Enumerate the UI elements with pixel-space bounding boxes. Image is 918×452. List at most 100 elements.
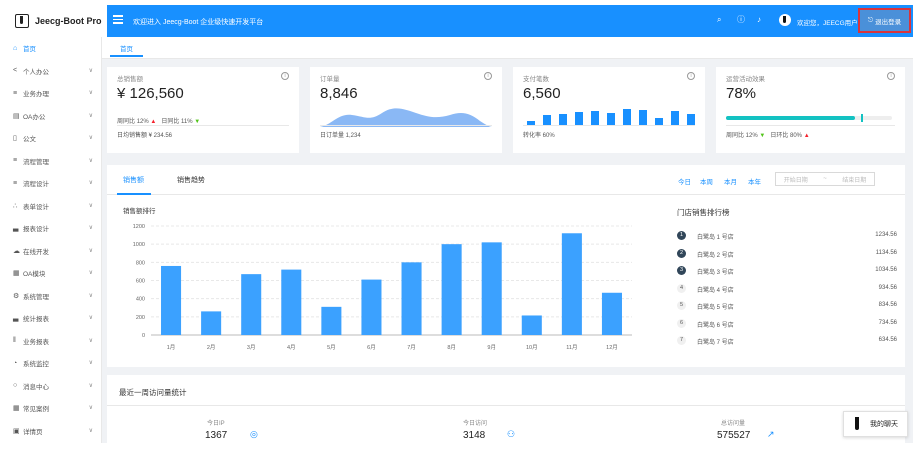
payments-value: 6,560 — [523, 85, 561, 102]
user-greeting[interactable]: 欢迎您，JEECG用户 — [797, 20, 858, 27]
sidebar-item[interactable]: ▃ 统计报表 ∨ — [5, 307, 101, 330]
sidebar-item[interactable]: ‖ 业务报表 ∨ — [5, 330, 101, 353]
orders-title: 订单量 — [320, 76, 340, 83]
range-year[interactable]: 本年 — [748, 179, 761, 186]
bar[interactable] — [361, 279, 382, 335]
info-icon[interactable]: i — [281, 72, 289, 80]
bar-chart-icon: ▃ — [13, 225, 19, 233]
logout-button[interactable]: ⎋ 退出登录 — [858, 8, 911, 33]
visit-title: 最近一周访问量统计 — [119, 388, 187, 397]
chevron-down-icon: ∨ — [88, 337, 93, 344]
visit-value-total: 575527 — [717, 430, 751, 441]
sidebar-item[interactable]: ▃ 报表设计 ∨ — [5, 217, 101, 240]
y-tick-label: 600 — [136, 279, 145, 285]
date-range-picker[interactable]: 开始日期 ~ 结束日期 — [775, 172, 875, 186]
divider — [107, 405, 905, 406]
rank-store-name: 白鹭岛 4 号店 — [697, 287, 734, 294]
sidebar-item-label: OA办公 — [23, 113, 46, 121]
bar[interactable] — [441, 244, 462, 335]
bar[interactable] — [561, 233, 582, 335]
sidebar-item[interactable]: ○ 消息中心 ∨ — [5, 375, 101, 398]
end-date-input[interactable]: 结束日期 — [842, 177, 867, 184]
sidebar-item-label: 业务报表 — [23, 338, 49, 346]
chevron-down-icon: ∨ — [88, 225, 93, 231]
welcome-text: 欢迎进入 Jeecg-Boot 企业级快速开发平台 — [133, 19, 264, 26]
chat-label: 我的聊天 — [870, 421, 898, 428]
info-icon[interactable]: i — [484, 72, 492, 80]
campaign-progress-track — [726, 114, 892, 122]
campaign-title: 运营活动效果 — [726, 76, 765, 83]
sidebar-item[interactable]: ⌂ 首页 — [5, 37, 101, 60]
rank-store-value: 834.56 — [878, 302, 897, 308]
chevron-down-icon: ∨ — [88, 247, 93, 254]
sidebar-item[interactable]: ≡ 流程管理 ∨ — [5, 150, 101, 173]
search-icon[interactable]: ⌕ — [717, 15, 722, 24]
bar[interactable] — [401, 262, 422, 335]
rank-item: 4 白鹭岛 4 号店 934.56 — [677, 283, 897, 296]
sidebar-item-label: 统计报表 — [23, 316, 49, 324]
avatar[interactable] — [779, 14, 791, 26]
sales-tabs: 销售额 销售趋势 今日 本周 本月 本年 开始日期 ~ 结束日期 — [107, 165, 905, 195]
chat-button[interactable]: 我的聊天 — [843, 411, 908, 437]
bar[interactable] — [601, 292, 622, 335]
divider — [117, 125, 289, 126]
sidebar-item[interactable]: ⚙ 系统管理 ∨ — [5, 285, 101, 308]
total-sales-card: 总销售额 i ¥ 126,560 周同比 12% ▲ 日同比 11% ▼ 日均销… — [107, 67, 299, 153]
sidebar-item[interactable]: ≡ 流程设计 ∨ — [5, 172, 101, 195]
sidebar-item[interactable]: ∴ 表单设计 ∨ — [5, 195, 101, 218]
rank-store-name: 白鹭岛 3 号店 — [697, 270, 734, 276]
rank-item: 6 白鹭岛 6 号店 734.56 — [677, 318, 897, 331]
payments-title: 支付笔数 — [523, 76, 549, 83]
rank-item: 7 白鹭岛 7 号店 634.56 — [677, 336, 897, 348]
bar[interactable] — [521, 315, 542, 335]
menu-fold-icon[interactable] — [113, 15, 123, 25]
bar[interactable] — [481, 242, 502, 335]
divider — [523, 125, 695, 126]
total-sales-footer: 日均销售额 ¥ 234.56 — [117, 133, 173, 139]
rank-number: 5 — [677, 301, 686, 310]
chevron-down-icon: ∨ — [88, 112, 93, 119]
top-header: Jeecg-Boot Pro 欢迎进入 Jeecg-Boot 企业级快速开发平台… — [5, 5, 913, 37]
rank-title: 门店销售排行榜 — [677, 208, 730, 217]
bar[interactable] — [321, 306, 342, 335]
sidebar-item[interactable]: < 个人办公 ∨ — [5, 60, 101, 83]
tab-sales-trend[interactable]: 销售趋势 — [177, 177, 205, 184]
range-month[interactable]: 本月 — [724, 179, 737, 186]
bell-icon[interactable]: ♪ — [757, 15, 761, 24]
orders-footer: 日订单量 1,234 — [320, 133, 361, 139]
start-date-input[interactable]: 开始日期 — [783, 177, 808, 184]
sidebar-item[interactable]: ▦ 常见案例 ∨ — [5, 397, 101, 420]
bar[interactable] — [161, 265, 182, 335]
x-tick-label: 4月 — [287, 344, 296, 351]
range-week[interactable]: 本周 — [700, 179, 713, 186]
sidebar-item[interactable]: ◔ 系统监控 ∨ — [5, 352, 101, 375]
chevron-down-icon: ∨ — [88, 180, 93, 186]
range-today[interactable]: 今日 — [678, 179, 691, 186]
sidebar-item[interactable]: ▤ OA办公 ∨ — [5, 105, 101, 128]
sidebar-item-label: OA模块 — [23, 271, 46, 279]
document-icon: ▤ — [13, 112, 20, 120]
bar[interactable] — [281, 269, 302, 335]
tab-sales[interactable]: 销售额 — [123, 177, 144, 184]
setting-icon: ⚙ — [13, 292, 20, 300]
sidebar-item[interactable]: ▣ 详情页 ∨ — [5, 420, 101, 443]
share-icon: < — [13, 67, 18, 75]
bar[interactable] — [201, 311, 222, 335]
sidebar-item[interactable]: ☁ 在线开发 ∨ — [5, 240, 101, 263]
sidebar-item-label: 公文 — [23, 136, 36, 144]
rank-store-value: 934.56 — [878, 284, 897, 291]
info-icon[interactable]: i — [887, 72, 895, 80]
rank-store-name: 白鹭岛 7 号店 — [697, 340, 734, 346]
x-tick-label: 10月 — [526, 344, 538, 351]
info-icon[interactable]: i — [687, 72, 695, 80]
question-icon[interactable]: ⓘ — [737, 15, 745, 24]
sidebar-item[interactable]: ▯ 公文 ∨ — [5, 127, 101, 150]
logo-area[interactable]: Jeecg-Boot Pro — [5, 5, 107, 37]
tab-home[interactable]: 首页 — [110, 41, 143, 57]
bar[interactable] — [241, 274, 262, 335]
sidebar-item[interactable]: ▦ OA模块 ∨ — [5, 262, 101, 285]
chevron-down-icon: ∨ — [88, 382, 93, 389]
y-tick-label: 800 — [136, 260, 145, 266]
rank-store-value: 1134.56 — [875, 249, 897, 256]
sidebar-item[interactable]: ≡ 业务办理 ∨ — [5, 82, 101, 105]
